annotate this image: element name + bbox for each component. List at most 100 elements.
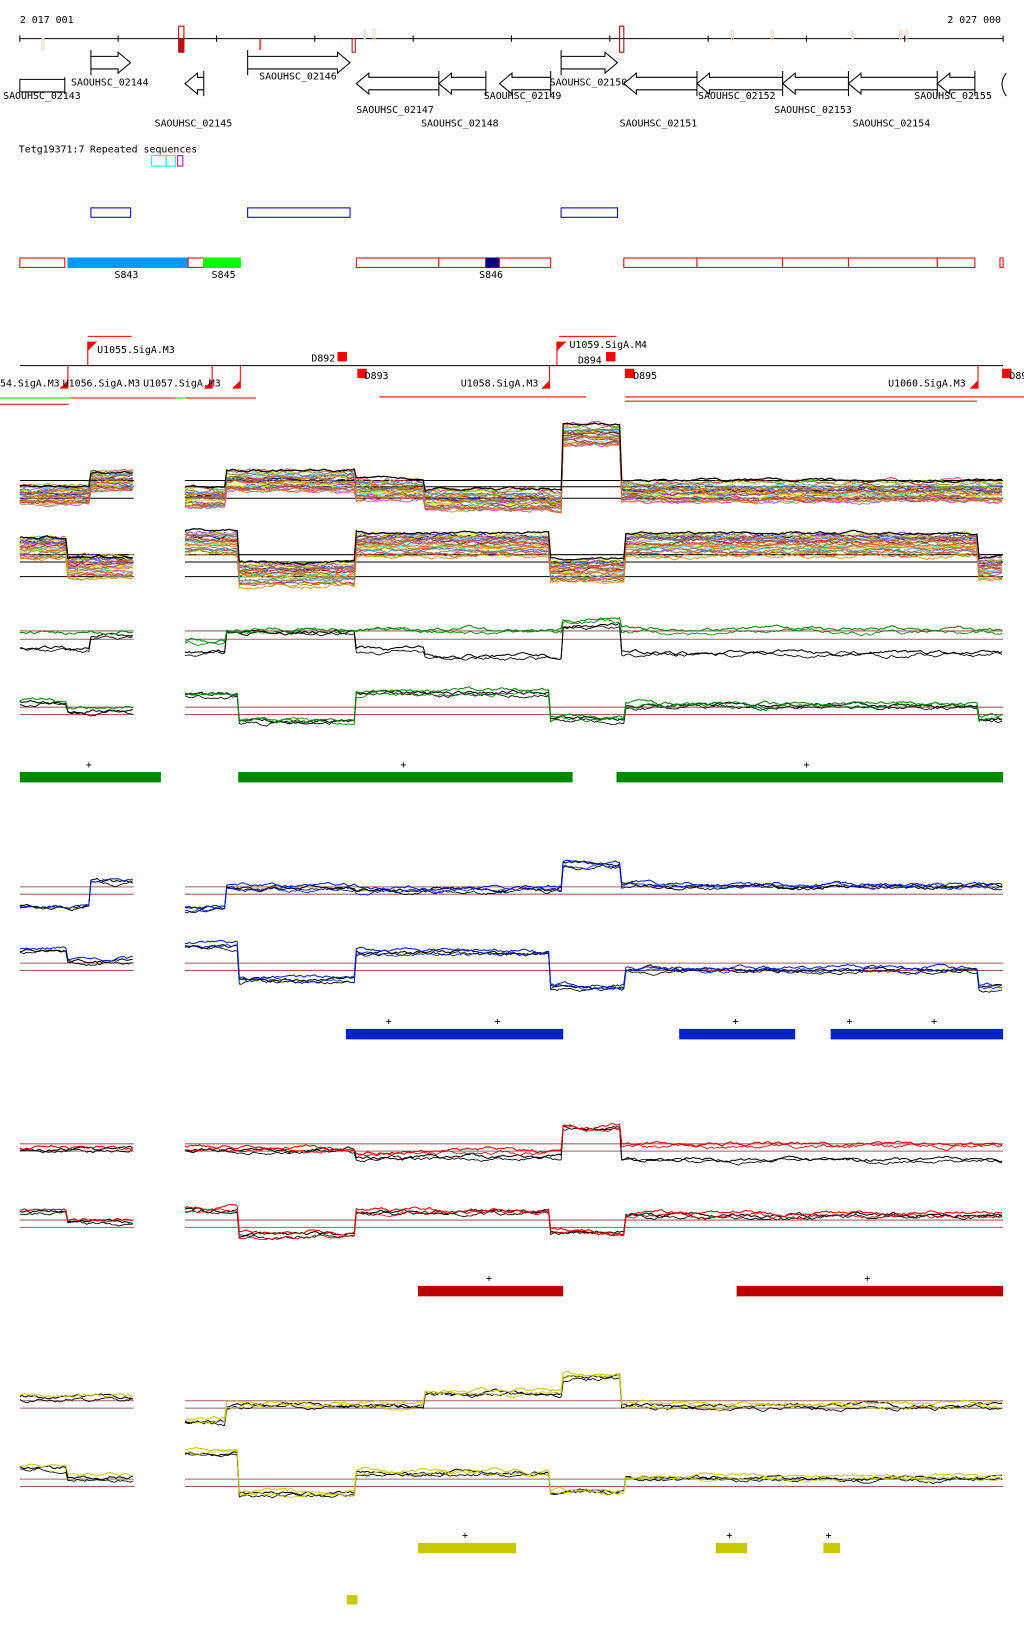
repeat-feature[interactable] [177,155,184,167]
gene-arrow[interactable] [19,77,66,95]
condition-marker[interactable] [346,1595,358,1605]
condition-bar[interactable] [715,1542,748,1554]
condition-bar[interactable] [823,1542,841,1554]
gene-label: SAOUHSC_02146 [259,71,337,82]
segment-box[interactable] [782,257,849,268]
condition-bar[interactable] [19,771,161,783]
feature-box[interactable] [90,207,132,218]
condition-bar[interactable] [679,1028,796,1040]
feature-box[interactable] [247,207,351,218]
strand-mark: + [494,1017,500,1028]
variant-marker[interactable] [259,38,262,51]
expression-trace [19,878,133,909]
variant-marker[interactable] [899,29,903,41]
promoter-flag-icon[interactable] [556,341,567,351]
gene-arrow[interactable] [247,50,351,76]
strand-mark: + [804,760,810,771]
variant-marker[interactable] [905,29,909,41]
expression-trace [19,540,133,564]
expression-trace [184,939,1003,989]
gene-track: SAOUHSC_02143 SAOUHSC_02144 SAOUHSC_02145 S… [3,50,1007,129]
strand-mark: + [931,1017,937,1028]
expression-trace [184,1452,1003,1499]
variant-marker[interactable] [372,28,376,41]
condition-bars: + + + + + + + + + + + + + [19,760,1004,1554]
segment-box[interactable] [187,257,205,268]
condition-bar[interactable] [417,1542,517,1554]
condition-bar[interactable] [830,1028,1004,1040]
feature-box[interactable] [560,207,619,218]
segment-box[interactable] [498,257,552,268]
gene-arrow[interactable] [560,50,619,76]
terminator-icon[interactable] [337,352,347,362]
expression-trace [19,1393,133,1400]
variant-marker[interactable] [730,29,735,41]
segment-box[interactable] [696,257,784,268]
repeat-feature[interactable] [165,155,177,167]
segment-box[interactable] [485,257,500,268]
segment-box[interactable] [438,257,487,268]
expression-trace [184,690,1003,727]
segment-box[interactable] [623,257,698,268]
terminator-label: D89 [1009,371,1024,382]
expression-trace [19,1208,133,1223]
gene-arrow[interactable] [781,71,849,97]
promoter-flag-icon[interactable] [87,341,98,351]
condition-bar[interactable] [345,1028,564,1040]
variant-marker[interactable] [178,38,184,53]
segment-box[interactable] [936,257,976,268]
terminator-icon[interactable] [606,352,616,362]
terminator-label: D893 [365,371,389,382]
expression-trace [184,551,1003,590]
expression-trace [19,485,133,505]
terminator-icon[interactable] [1002,368,1012,379]
gene-arrow[interactable] [90,50,132,76]
expression-trace [184,864,1003,914]
variant-marker[interactable] [351,38,356,53]
expression-trace [184,1374,1003,1424]
segment-box[interactable] [67,257,189,268]
terminator-icon[interactable] [357,368,367,379]
segment-box[interactable] [999,257,1004,268]
segment-box[interactable] [847,257,938,268]
expression-trace [184,1208,1003,1241]
condition-bar[interactable] [736,1285,1004,1297]
strand-mark: + [864,1274,870,1285]
variant-marker[interactable] [770,29,774,41]
variant-marker[interactable] [851,30,854,40]
promoter-flag-icon[interactable] [203,380,213,389]
condition-bar[interactable] [238,771,573,783]
feature-track [90,207,619,218]
variant-marker[interactable] [41,38,45,51]
expression-trace [19,550,133,576]
segment-box[interactable] [355,257,440,268]
gene-arrow[interactable] [498,71,552,97]
gene-arrow[interactable] [184,71,205,97]
segment-box[interactable] [203,257,241,268]
condition-bar[interactable] [616,771,1004,783]
repeat-feature[interactable] [150,155,167,167]
variant-marker[interactable] [363,29,366,40]
expression-trace [184,438,1003,511]
gene-arrow[interactable] [622,71,698,97]
promoter-flag-icon[interactable] [541,380,550,389]
terminator-icon[interactable] [624,368,635,379]
promoter-label: U1060.SigA.M3 [888,378,966,389]
segment-box[interactable] [19,257,66,268]
promoter-flag-icon[interactable] [231,380,241,389]
expression-trace [184,1204,1003,1236]
condition-bar[interactable] [417,1285,564,1297]
strand-mark: + [826,1531,832,1542]
variant-marker[interactable] [619,25,625,53]
expression-trace [184,1447,1003,1496]
gene-label: SAOUHSC_02143 [3,91,81,102]
gene-arrow[interactable] [936,71,976,97]
gene-arrow[interactable] [355,71,440,97]
gene-arrow[interactable] [438,71,487,97]
expression-trace [184,549,1003,587]
gene-label: SAOUHSC_02147 [356,105,434,116]
promoter-flag-icon[interactable] [969,380,979,389]
gene-arrow[interactable] [1001,72,1007,97]
